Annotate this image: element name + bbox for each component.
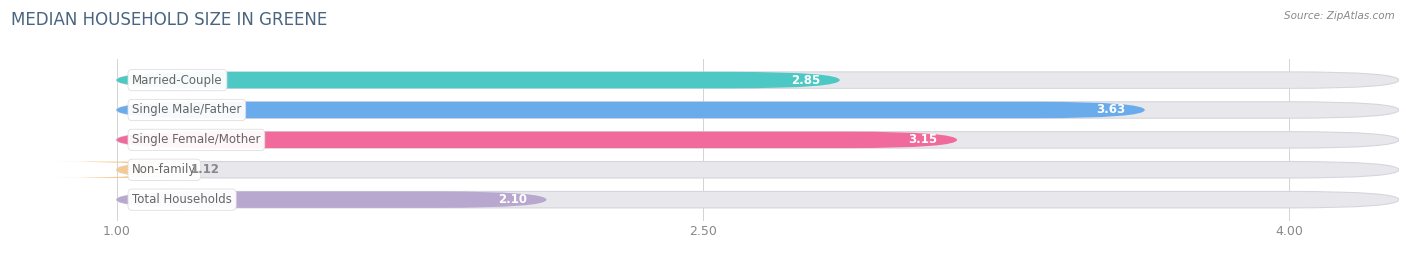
FancyBboxPatch shape [117,162,1399,178]
FancyBboxPatch shape [117,132,1399,148]
FancyBboxPatch shape [117,132,957,148]
Text: 2.85: 2.85 [792,74,820,87]
FancyBboxPatch shape [117,192,547,208]
FancyBboxPatch shape [117,72,1399,88]
Text: 3.63: 3.63 [1097,104,1125,116]
Text: Total Households: Total Households [132,193,232,206]
Text: Single Female/Mother: Single Female/Mother [132,133,260,146]
Text: MEDIAN HOUSEHOLD SIZE IN GREENE: MEDIAN HOUSEHOLD SIZE IN GREENE [11,11,328,29]
Text: Single Male/Father: Single Male/Father [132,104,242,116]
FancyBboxPatch shape [117,102,1399,118]
Text: Non-family: Non-family [132,163,197,176]
FancyBboxPatch shape [117,192,1399,208]
Text: Married-Couple: Married-Couple [132,74,222,87]
FancyBboxPatch shape [117,102,1144,118]
Text: 2.10: 2.10 [498,193,527,206]
Text: 1.12: 1.12 [191,163,219,176]
Text: 3.15: 3.15 [908,133,938,146]
FancyBboxPatch shape [53,162,226,178]
Text: Source: ZipAtlas.com: Source: ZipAtlas.com [1284,11,1395,21]
FancyBboxPatch shape [117,72,839,88]
